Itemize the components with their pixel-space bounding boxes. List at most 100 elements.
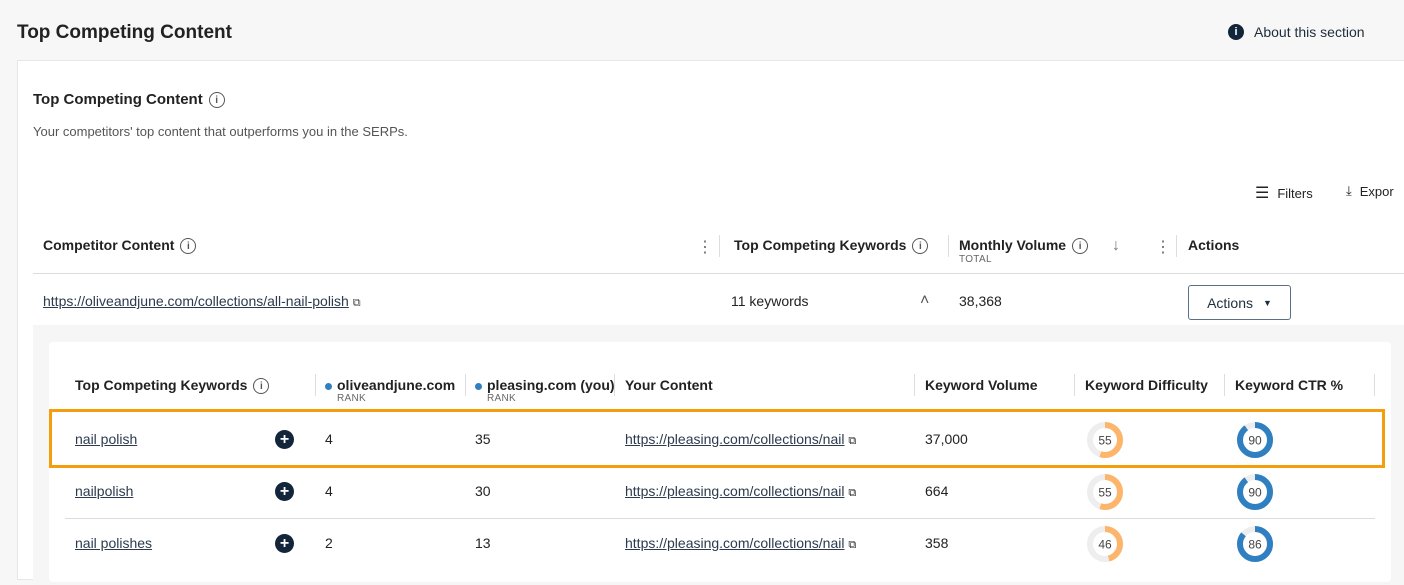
- sub-header-your-rank[interactable]: pleasing.com (you) RANK: [475, 377, 615, 404]
- column-menu-icon[interactable]: ⋮: [697, 239, 713, 256]
- section-title: Top Competing Content i: [33, 91, 225, 109]
- filter-icon: ☰: [1255, 185, 1270, 202]
- info-icon: i: [1228, 24, 1244, 40]
- your-content-link[interactable]: https://pleasing.com/collections/nail: [625, 483, 845, 499]
- actions-dropdown[interactable]: Actions ▼: [1188, 285, 1291, 320]
- svg-text:90: 90: [1248, 486, 1262, 500]
- sub-header-competitor-rank[interactable]: oliveandjune.com RANK: [325, 377, 455, 404]
- export-button[interactable]: ⤓ Expor: [1346, 183, 1394, 199]
- competitor-rank: 4: [325, 431, 333, 447]
- header-sublabel: RANK: [337, 393, 366, 404]
- add-keyword-icon[interactable]: +: [275, 534, 294, 553]
- svg-text:86: 86: [1248, 538, 1262, 552]
- keyword-volume: 664: [925, 483, 949, 499]
- sort-down-icon[interactable]: ↓: [1112, 237, 1120, 254]
- your-rank: 35: [475, 431, 491, 447]
- external-link-icon: ⧉: [848, 539, 857, 551]
- column-divider: [1374, 374, 1375, 396]
- ctr-gauge: 90: [1235, 472, 1275, 517]
- actions-label: Actions: [1207, 294, 1253, 311]
- column-menu-icon[interactable]: ⋮: [1155, 239, 1171, 256]
- section-subtitle: Your competitors' top content that outpe…: [33, 124, 408, 139]
- gauge-icon: 90: [1237, 422, 1273, 458]
- monthly-volume-value: 38,368: [959, 293, 1002, 309]
- difficulty-gauge: 46: [1085, 524, 1125, 569]
- sub-header-ctr: Keyword CTR %: [1235, 377, 1344, 393]
- ctr-gauge: 90: [1235, 420, 1275, 465]
- gauge-icon: 90: [1237, 474, 1273, 510]
- info-icon[interactable]: i: [253, 378, 270, 395]
- keywords-subtable: [49, 342, 1391, 582]
- external-link-icon: ⧉: [848, 435, 857, 447]
- header-sublabel: RANK: [487, 393, 516, 404]
- column-divider: [1074, 374, 1075, 396]
- svg-text:46: 46: [1098, 538, 1112, 552]
- sub-header-your-content: Your Content: [625, 377, 713, 393]
- chevron-up-icon[interactable]: ˄: [920, 292, 930, 309]
- your-content-link[interactable]: https://pleasing.com/collections/nail: [625, 431, 845, 447]
- series-dot: [475, 382, 482, 390]
- svg-text:90: 90: [1248, 434, 1262, 448]
- add-keyword-icon[interactable]: +: [275, 430, 294, 449]
- svg-text:55: 55: [1098, 434, 1112, 448]
- header-competitor-content[interactable]: Competitor Content i: [43, 237, 197, 255]
- your-rank: 30: [475, 483, 491, 499]
- competitor-url-link[interactable]: https://oliveandjune.com/collections/all…: [43, 293, 361, 310]
- column-divider: [1176, 235, 1177, 257]
- series-dot: [325, 382, 332, 390]
- header-top-keywords[interactable]: Top Competing Keywords i: [734, 237, 929, 255]
- gauge-icon: 55: [1087, 422, 1123, 458]
- svg-text:55: 55: [1098, 486, 1112, 500]
- your-rank: 13: [475, 535, 491, 551]
- header-label: oliveandjune.com: [337, 377, 456, 393]
- header-label: Monthly Volume: [959, 237, 1067, 253]
- sub-header-keyword-volume: Keyword Volume: [925, 377, 1038, 393]
- sub-header-difficulty: Keyword Difficulty: [1085, 377, 1208, 393]
- header-label: pleasing.com (you): [487, 377, 615, 393]
- keyword-volume: 358: [925, 535, 949, 551]
- competitor-rank: 2: [325, 535, 333, 551]
- column-divider: [1224, 374, 1225, 396]
- gauge-icon: 86: [1237, 526, 1273, 562]
- header-sublabel: TOTAL: [959, 254, 992, 266]
- sub-header-keyword: Top Competing Keywords i: [75, 377, 270, 395]
- add-keyword-icon[interactable]: +: [275, 482, 294, 501]
- header-monthly-volume[interactable]: Monthly Volume i TOTAL: [959, 237, 1089, 266]
- keyword-count: 11 keywords: [731, 293, 809, 309]
- filters-button[interactable]: ☰ Filters: [1255, 183, 1313, 203]
- info-icon[interactable]: i: [180, 238, 197, 255]
- export-label: Expor: [1359, 183, 1394, 199]
- header-divider: [33, 273, 1404, 274]
- competitor-url[interactable]: https://oliveandjune.com/collections/all…: [43, 293, 349, 309]
- column-divider: [465, 374, 466, 396]
- header-label: Competitor Content: [43, 237, 175, 253]
- column-divider: [719, 235, 720, 257]
- column-divider: [614, 374, 615, 396]
- info-icon[interactable]: i: [912, 238, 929, 255]
- highlight-box: [49, 409, 1385, 468]
- gauge-icon: 46: [1087, 526, 1123, 562]
- keyword-link[interactable]: nail polishes: [75, 535, 153, 551]
- difficulty-gauge: 55: [1085, 420, 1125, 465]
- header-label: Top Competing Keywords: [75, 377, 248, 393]
- competitor-rank: 4: [325, 483, 333, 499]
- column-divider: [315, 374, 316, 396]
- your-content-link[interactable]: https://pleasing.com/collections/nail: [625, 535, 845, 551]
- info-icon[interactable]: i: [1072, 238, 1089, 255]
- about-label: About this section: [1254, 24, 1365, 40]
- column-divider: [914, 374, 915, 396]
- difficulty-gauge: 55: [1085, 472, 1125, 517]
- keyword-link[interactable]: nail polish: [75, 431, 138, 447]
- keyword-volume: 37,000: [925, 431, 968, 447]
- gauge-icon: 55: [1087, 474, 1123, 510]
- about-section-link[interactable]: i About this section: [1228, 24, 1365, 40]
- caret-down-icon: ▼: [1263, 297, 1272, 308]
- external-link-icon: ⧉: [848, 487, 857, 499]
- page-title: Top Competing Content: [17, 22, 232, 43]
- header-actions: Actions: [1188, 237, 1240, 253]
- row-divider: [65, 518, 1375, 519]
- ctr-gauge: 86: [1235, 524, 1275, 569]
- info-icon[interactable]: i: [208, 92, 225, 109]
- download-icon: ⤓: [1346, 183, 1352, 198]
- keyword-link[interactable]: nailpolish: [75, 483, 134, 499]
